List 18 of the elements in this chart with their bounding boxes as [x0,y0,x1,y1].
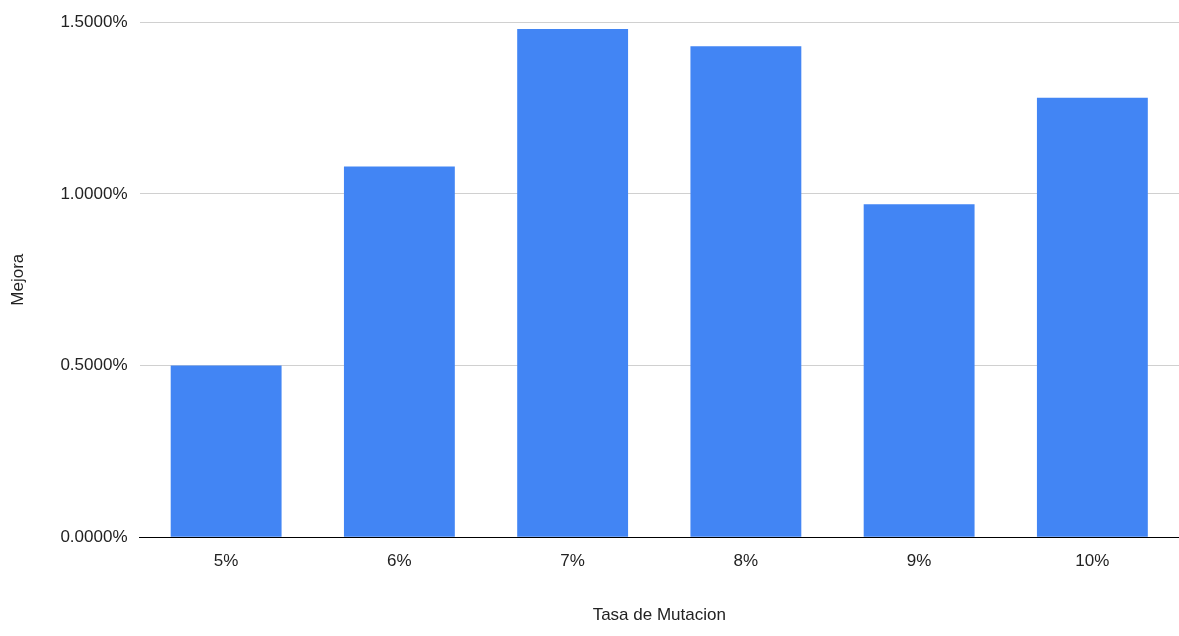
y-axis-title: Mejora [7,253,27,306]
x-axis-title: Tasa de Mutacion [592,605,726,625]
bar [343,166,455,537]
bar [863,204,975,537]
x-tick-label: 8% [733,551,759,571]
x-tick-label: 9% [906,551,932,571]
y-tick-label: 1.5000% [60,11,128,31]
bar [517,29,629,537]
y-tick-label: 0.5000% [60,355,128,375]
y-tick-label: 1.0000% [60,183,128,203]
x-tick-label: 6% [387,551,412,571]
bar [1036,97,1148,537]
x-tick-label: 7% [560,551,585,571]
bar [690,46,802,537]
x-tick-label: 5% [213,551,239,571]
y-tick-label: 0.0000% [60,526,128,546]
x-tick-label: 10% [1075,551,1110,571]
bar [170,365,282,537]
